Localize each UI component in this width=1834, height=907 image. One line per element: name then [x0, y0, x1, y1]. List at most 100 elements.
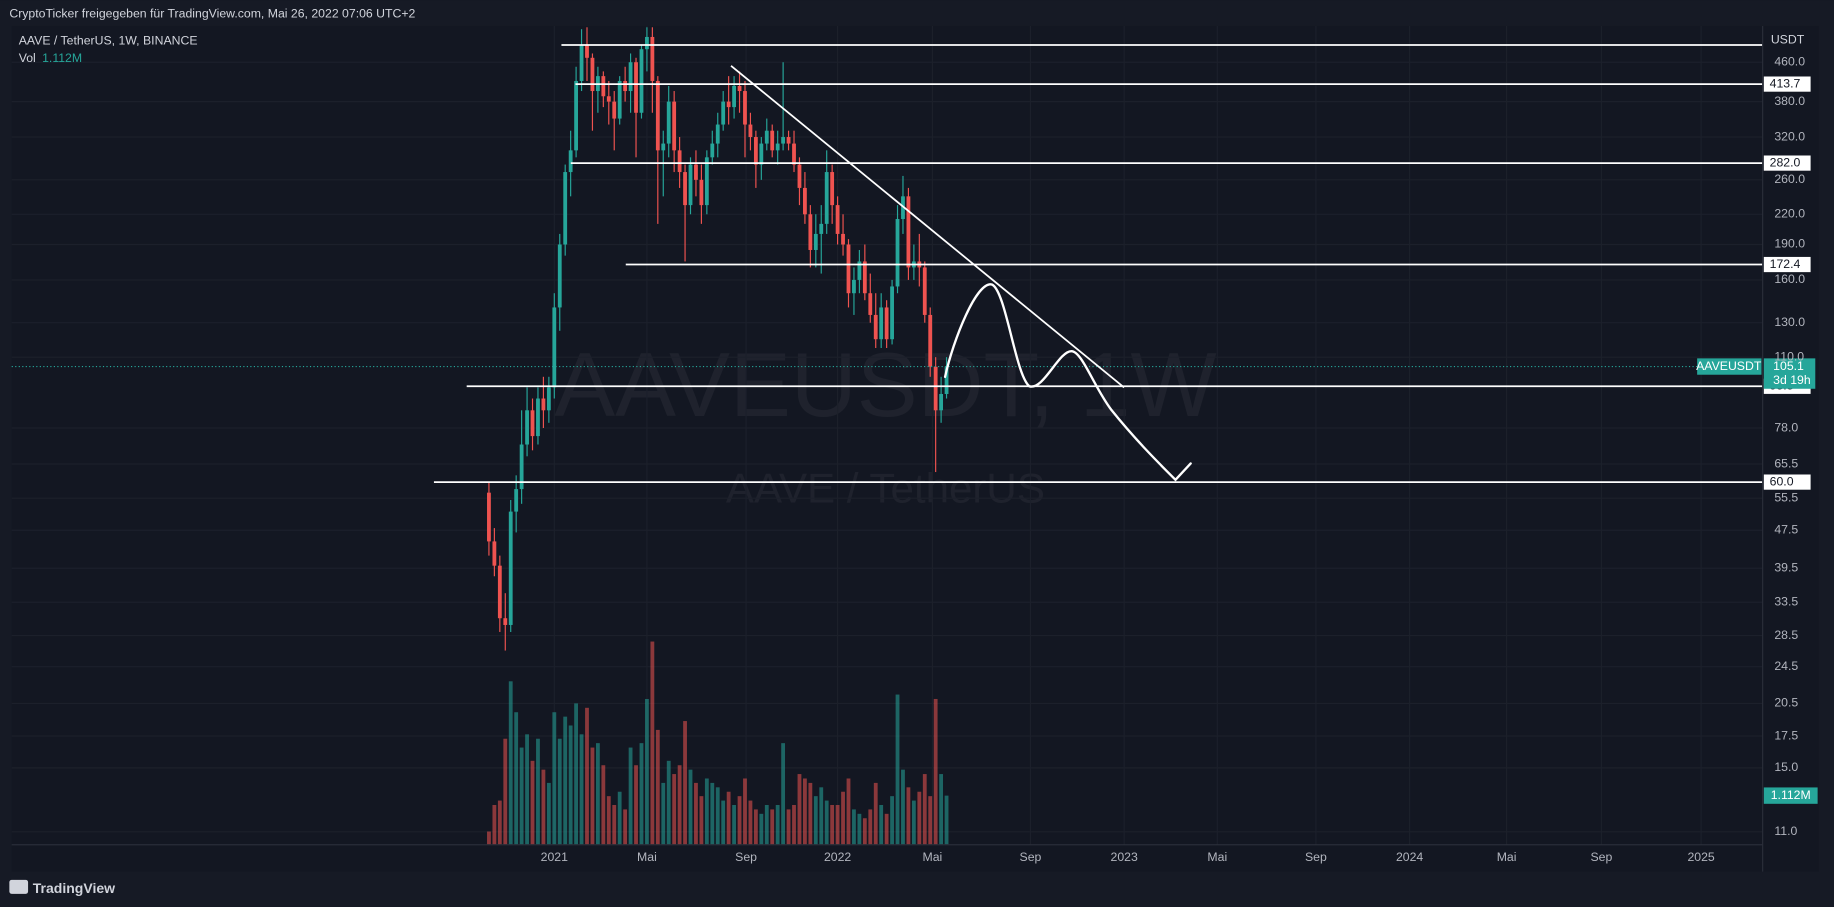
candle-body: [508, 511, 513, 625]
volume-bar: [911, 800, 916, 845]
volume-bar: [503, 738, 508, 845]
volume-bar: [737, 796, 742, 845]
watermark-symbol: AAVEUSDT, 1W: [554, 334, 1216, 436]
y-tick-label: 33.5: [1774, 594, 1798, 608]
candle-body: [928, 314, 933, 367]
candle-body: [922, 267, 927, 315]
candle-body: [519, 444, 524, 490]
candle-body: [770, 130, 775, 151]
candle-body: [803, 187, 807, 215]
volume-bar: [579, 734, 584, 845]
volume-bar: [563, 716, 568, 845]
candle-body: [868, 293, 873, 315]
x-tick-label: Sep: [735, 850, 757, 864]
volume-bar: [726, 791, 731, 845]
candle-body: [813, 233, 818, 250]
candle-body: [503, 618, 508, 625]
candle-body: [628, 62, 633, 92]
candle-body: [650, 36, 655, 81]
chart-pane: [11, 25, 1819, 872]
candle-body: [585, 45, 589, 58]
volume-bar: [786, 809, 791, 845]
volume-bar: [677, 765, 682, 845]
candle-body: [759, 143, 764, 165]
x-tick-label: Sep: [1590, 850, 1612, 864]
volume-bar: [862, 818, 867, 845]
volume-bar: [753, 809, 758, 845]
volume-bar: [612, 804, 617, 845]
x-tick-label: 2023: [1111, 850, 1138, 864]
volume-bar: [852, 809, 856, 845]
candle-body: [492, 541, 497, 566]
volume-bar: [694, 782, 698, 845]
candle-body: [704, 157, 709, 206]
level-tag: [1763, 155, 1811, 171]
y-tick-label: 24.5: [1774, 659, 1798, 673]
candle-body: [694, 164, 698, 180]
currency-label: USDT: [1771, 32, 1805, 46]
volume-bar: [895, 694, 900, 845]
candle-body: [710, 143, 715, 158]
candle-body: [666, 101, 671, 144]
volume-bar: [933, 698, 938, 845]
footer-logo[interactable]: TradingView: [33, 880, 115, 896]
candle-body: [792, 143, 796, 165]
axes: 460.0 380.0 320.0 260.0 220.0 190.0 160.0 130.0…: [541, 54, 1806, 863]
candle-body: [835, 205, 840, 234]
candle-body: [612, 101, 617, 119]
candle-body: [579, 45, 584, 81]
candle-body: [645, 36, 649, 50]
level-tag: [1763, 76, 1811, 92]
y-tick-label: 11.0: [1774, 824, 1797, 838]
volume-bar: [525, 734, 529, 845]
volume-bar: [813, 796, 818, 845]
volume-bar: [650, 641, 655, 845]
volume-bar: [759, 813, 764, 845]
volume-tag: [1763, 787, 1818, 804]
level-tag: [1763, 256, 1811, 273]
y-tick-label: 220.0: [1774, 207, 1805, 221]
x-tick-label: 2021: [541, 850, 568, 864]
candle-body: [775, 143, 780, 151]
candle-body: [655, 80, 660, 151]
candle-body: [623, 80, 628, 92]
candle-body: [732, 85, 736, 108]
y-tick-label: 110.0: [1774, 349, 1804, 363]
volume-legend-name: Vol: [19, 51, 36, 65]
candle-body: [895, 219, 900, 287]
volume-bar: [857, 813, 862, 845]
candle-body: [753, 137, 758, 165]
candle-body: [852, 279, 856, 294]
volume-bar: [492, 804, 497, 845]
volume-bar: [683, 721, 687, 845]
candle-body: [764, 130, 769, 144]
candle-body: [487, 492, 491, 542]
volume-bar: [590, 747, 595, 845]
candle-body: [781, 137, 786, 144]
volume-bar: [661, 782, 666, 845]
candle-body: [846, 244, 851, 294]
y-tick-label: 320.0: [1774, 129, 1805, 143]
volume-bar: [617, 791, 622, 845]
volume-bar: [797, 774, 802, 845]
countdown-label: 3d 19h: [1773, 373, 1811, 387]
candle-body: [546, 387, 551, 411]
share-header: CryptoTicker freigegeben für TradingView…: [9, 7, 415, 21]
volume-bar: [721, 800, 726, 845]
volume-bar: [748, 800, 753, 845]
x-tick-label: Mai: [1497, 850, 1517, 864]
y-tick-label: 15.0: [1774, 760, 1798, 774]
candle-body: [721, 101, 726, 125]
candle-body: [552, 307, 557, 388]
volume-bar: [672, 774, 677, 845]
x-tick-label: 2025: [1687, 850, 1714, 864]
candle-body: [530, 410, 535, 437]
volume-bar: [770, 809, 775, 845]
volume-bar: [666, 760, 671, 845]
volume-bar: [917, 791, 922, 845]
volume-bar: [541, 769, 546, 845]
volume-bar: [530, 760, 535, 845]
candle-body: [824, 172, 829, 224]
